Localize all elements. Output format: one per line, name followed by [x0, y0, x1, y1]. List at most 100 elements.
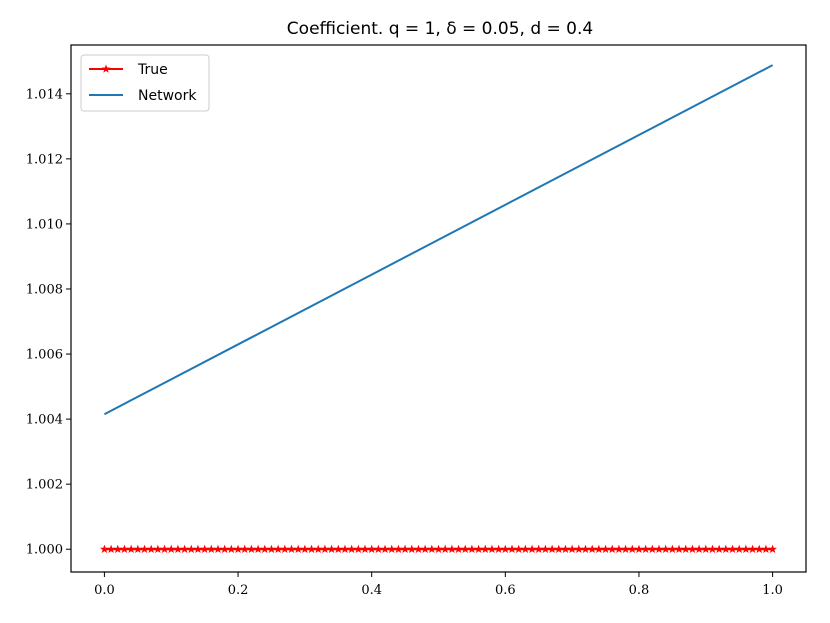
series-true-star-marker	[427, 545, 436, 553]
plot-area-frame	[71, 45, 806, 572]
series-true-star-marker	[481, 545, 490, 553]
series-true-star-marker	[267, 545, 276, 553]
series-true-star-marker	[468, 545, 477, 553]
series-true-star-marker	[180, 545, 189, 553]
series-true-star-marker	[601, 545, 610, 553]
series-true-star-marker	[608, 545, 617, 553]
x-axis: 0.0 0.2 0.4 0.6 0.8 1.0	[94, 572, 783, 598]
series-true-star-marker	[401, 545, 410, 553]
series-true-star-marker	[107, 545, 116, 553]
series-true-star-marker	[688, 545, 697, 553]
series-true-star-marker	[768, 545, 777, 553]
series-true-star-marker	[334, 545, 343, 553]
x-tick-label: 1.0	[762, 583, 783, 598]
series-true-star-marker	[341, 545, 350, 553]
series-true-star-marker	[655, 545, 664, 553]
series-true-star-marker	[287, 545, 296, 553]
legend: True Network	[81, 55, 209, 111]
y-tick-label: 1.000	[26, 543, 63, 558]
series-true-star-marker	[695, 545, 704, 553]
series-true-star-marker	[120, 545, 129, 553]
series-true-star-marker	[581, 545, 590, 553]
series-true-star-marker	[274, 545, 283, 553]
y-tick-label: 1.006	[26, 348, 63, 363]
series-true-star-marker	[421, 545, 430, 553]
series-true-star-marker	[387, 545, 396, 553]
x-tick-label: 0.2	[228, 583, 249, 598]
series-true-star-marker	[240, 545, 249, 553]
series-true-star-marker	[207, 545, 216, 553]
series-true-star-marker	[187, 545, 196, 553]
series-true-star-marker	[321, 545, 330, 553]
series-true-star-marker	[528, 545, 537, 553]
series-true-star-marker	[300, 545, 309, 553]
series-true-star-marker	[648, 545, 657, 553]
legend-true-label: True	[137, 62, 168, 78]
series-true-star-marker	[100, 545, 109, 553]
legend-network-label: Network	[138, 88, 197, 104]
series-true-star-marker	[641, 545, 650, 553]
series-true-star-marker	[508, 545, 517, 553]
series-true-markers	[100, 545, 777, 553]
series-true-star-marker	[668, 545, 677, 553]
y-tick-label: 1.012	[26, 152, 63, 167]
series-true-star-marker	[447, 545, 456, 553]
series-true-star-marker	[561, 545, 570, 553]
series-true-star-marker	[635, 545, 644, 553]
series-true-star-marker	[167, 545, 176, 553]
series-true-star-marker	[394, 545, 403, 553]
series-true-star-marker	[554, 545, 563, 553]
series-true-star-marker	[441, 545, 450, 553]
series-true-star-marker	[728, 545, 737, 553]
series-true-star-marker	[748, 545, 757, 553]
series-true-star-marker	[133, 545, 142, 553]
x-tick-label: 0.0	[94, 583, 115, 598]
series-true-star-marker	[260, 545, 269, 553]
y-tick-label: 1.008	[26, 282, 63, 297]
series-true-star-marker	[127, 545, 136, 553]
series-true-star-marker	[621, 545, 630, 553]
series-true-star-marker	[367, 545, 376, 553]
series-true-star-marker	[594, 545, 603, 553]
series-true-star-marker	[214, 545, 223, 553]
series-true-star-marker	[234, 545, 243, 553]
chart-title: Coefficient. q = 1, δ = 0.05, d = 0.4	[287, 19, 593, 39]
series-true-star-marker	[574, 545, 583, 553]
series-true-star-marker	[615, 545, 624, 553]
series-true-star-marker	[113, 545, 122, 553]
series-true-star-marker	[521, 545, 530, 553]
series-true-star-marker	[407, 545, 416, 553]
series-true-star-marker	[755, 545, 764, 553]
series-true-star-marker	[514, 545, 523, 553]
series-true-star-marker	[721, 545, 730, 553]
series-true-star-marker	[762, 545, 771, 553]
series-true-star-marker	[494, 545, 503, 553]
series-true-star-marker	[294, 545, 303, 553]
series-true-star-marker	[254, 545, 263, 553]
series-true-star-marker	[628, 545, 637, 553]
series-true-star-marker	[374, 545, 383, 553]
series-true-star-marker	[541, 545, 550, 553]
series-true-star-marker	[153, 545, 162, 553]
series-true-star-marker	[708, 545, 717, 553]
series-true-star-marker	[160, 545, 169, 553]
series-true-star-marker	[534, 545, 543, 553]
y-tick-label: 1.004	[26, 413, 63, 428]
series-true-star-marker	[661, 545, 670, 553]
series-true-star-marker	[280, 545, 289, 553]
series-true-star-marker	[140, 545, 149, 553]
series-true-star-marker	[307, 545, 316, 553]
series-true-star-marker	[474, 545, 483, 553]
y-tick-label: 1.010	[26, 217, 63, 232]
series-true-star-marker	[735, 545, 744, 553]
x-tick-label: 0.6	[495, 583, 516, 598]
series-true-star-marker	[354, 545, 363, 553]
y-axis: 1.000 1.002 1.004 1.006 1.008 1.010 1.012 1.014	[26, 87, 71, 557]
series-true-star-marker	[147, 545, 156, 553]
series-true-star-marker	[314, 545, 323, 553]
series-true-star-marker	[361, 545, 370, 553]
series-network-line	[104, 65, 772, 414]
series-true-star-marker	[227, 545, 236, 553]
series-true-star-marker	[715, 545, 724, 553]
series-true-star-marker	[461, 545, 470, 553]
